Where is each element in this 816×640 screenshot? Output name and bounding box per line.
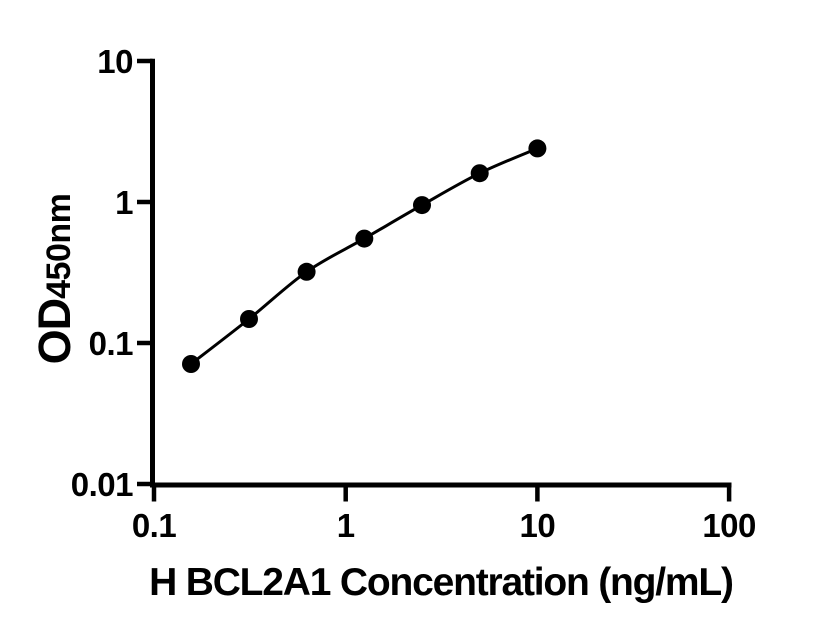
axes (137, 58, 732, 502)
y-axis-title-sub: 450nm (40, 194, 78, 299)
y-axis-title-main: OD (29, 299, 80, 365)
tick-labels: 0.01 0.1 1 10 0.1 1 10 100 (71, 43, 757, 544)
data-point (182, 355, 200, 373)
data-point (297, 262, 316, 281)
x-axis-title: H BCL2A1 Concentration (ng/mL) (149, 561, 733, 604)
y-tick-label: 0.01 (71, 466, 133, 503)
y-tick-label: 0.1 (89, 325, 134, 362)
data-point (528, 139, 547, 158)
data-point (413, 196, 431, 215)
x-tick-label: 0.1 (132, 507, 177, 544)
fitted-curve (190, 147, 538, 366)
x-tick-label: 1 (337, 507, 355, 544)
data-series (182, 139, 547, 373)
y-axis-title: OD450nm (29, 194, 80, 365)
x-tick-label: 100 (702, 507, 756, 544)
data-point (240, 310, 258, 328)
y-tick-label: 10 (97, 43, 133, 80)
data-point (470, 164, 489, 183)
data-point (355, 229, 374, 248)
x-tick-label: 10 (520, 507, 556, 544)
y-tick-label: 1 (115, 184, 133, 221)
